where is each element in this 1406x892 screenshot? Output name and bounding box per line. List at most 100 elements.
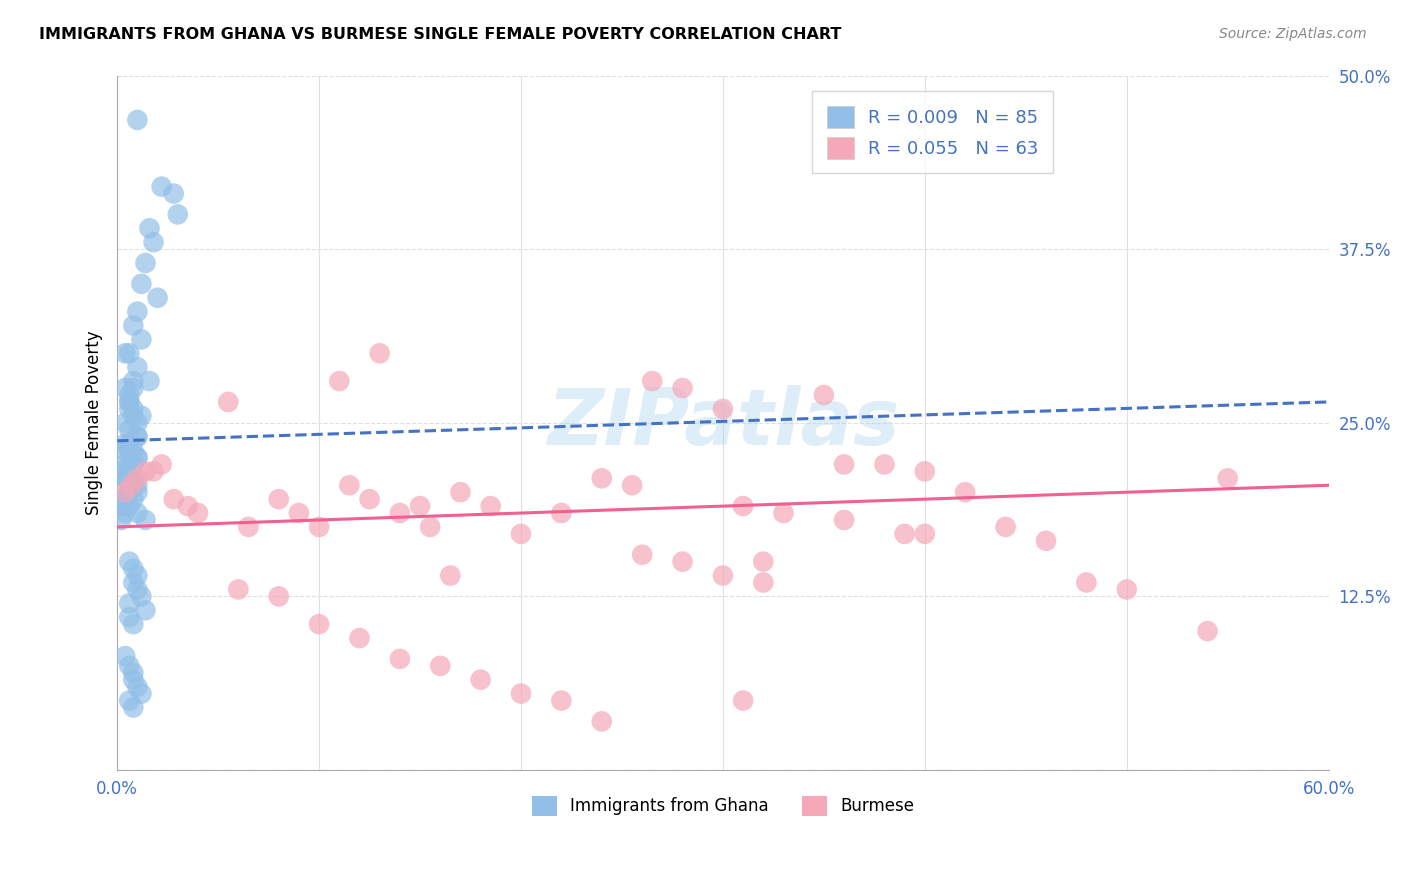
Point <box>122 665 145 680</box>
Point <box>470 673 492 687</box>
Point <box>388 652 411 666</box>
Point <box>114 506 136 520</box>
Point <box>550 506 572 520</box>
Point <box>591 714 613 729</box>
Point <box>409 499 432 513</box>
Y-axis label: Single Female Poverty: Single Female Poverty <box>86 330 103 515</box>
Point <box>118 499 141 513</box>
Point <box>267 492 290 507</box>
Point <box>1216 471 1239 485</box>
Point <box>118 423 141 437</box>
Point <box>118 693 141 707</box>
Point <box>122 673 145 687</box>
Point <box>122 471 145 485</box>
Point <box>122 458 145 472</box>
Point <box>118 596 141 610</box>
Point <box>118 346 141 360</box>
Point <box>550 693 572 707</box>
Point <box>122 409 145 423</box>
Point <box>114 436 136 450</box>
Point <box>118 395 141 409</box>
Point <box>388 506 411 520</box>
Point <box>217 395 239 409</box>
Legend: Immigrants from Ghana, Burmese: Immigrants from Ghana, Burmese <box>523 787 922 824</box>
Point <box>1035 533 1057 548</box>
Point <box>127 416 149 430</box>
Point <box>131 277 153 291</box>
Point <box>873 458 896 472</box>
Point <box>134 603 156 617</box>
Point <box>118 658 141 673</box>
Point <box>127 430 149 444</box>
Point <box>711 568 734 582</box>
Point <box>127 471 149 485</box>
Point <box>114 381 136 395</box>
Point <box>150 179 173 194</box>
Point <box>127 485 149 500</box>
Point <box>138 221 160 235</box>
Point <box>131 409 153 423</box>
Point <box>711 401 734 416</box>
Point <box>122 478 145 492</box>
Point <box>166 207 188 221</box>
Point <box>671 381 693 395</box>
Point <box>118 395 141 409</box>
Point <box>118 610 141 624</box>
Point <box>131 333 153 347</box>
Point <box>114 346 136 360</box>
Point <box>813 388 835 402</box>
Point <box>337 478 360 492</box>
Point <box>120 478 142 492</box>
Point <box>134 256 156 270</box>
Point <box>449 485 471 500</box>
Point <box>510 687 533 701</box>
Point <box>267 590 290 604</box>
Point <box>510 527 533 541</box>
Point <box>122 401 145 416</box>
Point <box>114 443 136 458</box>
Point <box>429 658 451 673</box>
Text: ZIPatlas: ZIPatlas <box>547 384 898 461</box>
Point <box>163 492 186 507</box>
Point <box>733 693 755 707</box>
Point <box>134 464 156 478</box>
Point <box>832 458 855 472</box>
Point <box>127 112 149 127</box>
Point <box>641 374 664 388</box>
Point <box>127 450 149 465</box>
Point <box>122 617 145 632</box>
Point <box>439 568 461 582</box>
Point <box>118 471 141 485</box>
Point <box>114 492 136 507</box>
Text: Source: ZipAtlas.com: Source: ZipAtlas.com <box>1219 27 1367 41</box>
Point <box>127 304 149 318</box>
Point <box>163 186 186 201</box>
Point <box>772 506 794 520</box>
Point <box>238 520 260 534</box>
Point <box>122 700 145 714</box>
Point <box>118 443 141 458</box>
Point <box>914 464 936 478</box>
Point <box>110 464 132 478</box>
Point <box>733 499 755 513</box>
Point <box>349 631 371 645</box>
Point <box>118 478 141 492</box>
Point <box>118 464 141 478</box>
Point <box>138 374 160 388</box>
Point <box>146 291 169 305</box>
Point <box>752 575 775 590</box>
Point <box>127 568 149 582</box>
Point <box>914 527 936 541</box>
Point <box>114 471 136 485</box>
Point <box>621 478 644 492</box>
Point <box>177 499 200 513</box>
Point <box>118 485 141 500</box>
Point <box>122 443 145 458</box>
Point <box>127 582 149 597</box>
Point <box>127 506 149 520</box>
Point <box>419 520 441 534</box>
Point <box>368 346 391 360</box>
Point <box>118 458 141 472</box>
Point <box>228 582 250 597</box>
Point <box>122 374 145 388</box>
